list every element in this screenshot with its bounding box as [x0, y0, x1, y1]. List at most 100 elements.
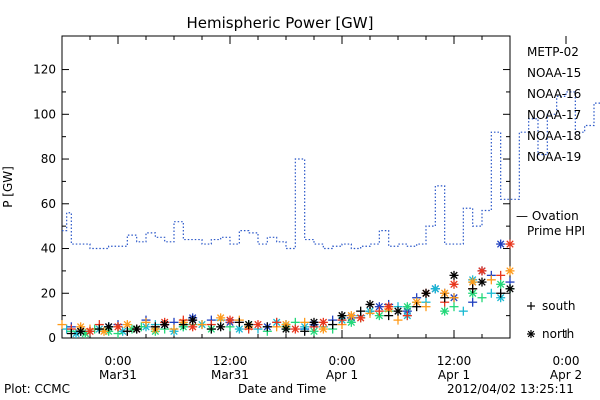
legend-item-noaa-15: NOAA-15 [527, 66, 581, 80]
marker-noaa-19-south [496, 270, 506, 280]
marker-metp-02-north [244, 320, 254, 330]
marker-noaa-15-north [496, 239, 506, 249]
marker-noaa-16-south [458, 306, 468, 316]
marker-noaa-18-north [346, 311, 356, 321]
marker-noaa-19-north [253, 320, 263, 330]
marker-noaa-19-north [188, 322, 198, 332]
marker-noaa-17-north [440, 306, 450, 316]
marker-metp-02-north [216, 322, 226, 332]
marker-noaa-18-south [197, 320, 207, 330]
y-tick-label: 20 [41, 286, 56, 300]
x-tick-label-date: Mar31 [211, 368, 249, 382]
marker-noaa-18-south [300, 317, 310, 327]
timestamp: 2012/04/02 13:25:11 [447, 382, 574, 396]
marker-metp-02-south [234, 317, 244, 327]
marker-noaa-19-north [290, 324, 300, 334]
x-tick-label-date: Apr 2 [550, 368, 582, 382]
marker-noaa-17-north [496, 279, 506, 289]
marker-metp-02-north [281, 324, 291, 334]
legend-item-noaa-18: NOAA-18 [527, 129, 581, 143]
legend-symbol-label: south [542, 299, 576, 313]
x-axis-label: Date and Time [238, 382, 327, 396]
marker-noaa-19-north [449, 279, 459, 289]
marker-metp-02-south [94, 324, 104, 334]
marker-metp-02-north [477, 277, 487, 287]
marker-noaa-19-north [505, 239, 515, 249]
marker-noaa-16-north [430, 284, 440, 294]
marker-metp-02-north [393, 306, 403, 316]
y-axis: 0 20 40 60 80 100 120 [33, 63, 510, 345]
marker-metp-02-north [76, 326, 86, 336]
marker-noaa-19-south [374, 306, 384, 316]
marker-metp-02-north [337, 311, 347, 321]
ovation-prime-line [62, 91, 600, 250]
marker-metp-02-south [262, 322, 272, 332]
marker-noaa-17-north [402, 302, 412, 312]
y-tick-label: 100 [33, 107, 56, 121]
x-tick-label-date: Apr 1 [438, 368, 470, 382]
legend-ovation-line1: — Ovation [516, 209, 579, 223]
marker-metp-02-south [300, 326, 310, 336]
marker-metp-02-north [132, 324, 142, 334]
legend-item-noaa-16: NOAA-16 [527, 87, 581, 101]
satellite-markers [57, 239, 515, 339]
marker-metp-02-north [309, 317, 319, 327]
marker-metp-02-south [150, 322, 160, 332]
marker-metp-02-north [449, 270, 459, 280]
marker-noaa-19-north [113, 322, 123, 332]
legend-symbol-north: north [527, 327, 574, 341]
ovation-prime-series [62, 91, 600, 250]
marker-metp-02-south [468, 284, 478, 294]
legend-item-noaa-17: NOAA-17 [527, 108, 581, 122]
marker-noaa-15-south [468, 297, 478, 307]
x-tick-label-time: 0:00 [553, 354, 580, 368]
marker-metp-02-north [421, 288, 431, 298]
legend-symbol-south: south [527, 299, 576, 313]
y-tick-label: 60 [41, 197, 56, 211]
marker-noaa-19-north [85, 326, 95, 336]
marker-metp-02-south [496, 288, 506, 298]
marker-metp-02-south [122, 326, 132, 336]
marker-metp-02-south [178, 320, 188, 330]
marker-noaa-18-south [449, 293, 459, 303]
marker-metp-02-north [160, 320, 170, 330]
chart-title: Hemispheric Power [GW] [187, 14, 374, 32]
marker-metp-02-south [66, 329, 76, 339]
marker-noaa-18-north [505, 266, 515, 276]
x-tick-label-time: 12:00 [213, 354, 248, 368]
marker-metp-02-south [412, 302, 422, 312]
y-axis-label: P [GW] [1, 166, 15, 208]
marker-noaa-18-south [365, 308, 375, 318]
marker-noaa-18-south [141, 317, 151, 327]
marker-noaa-17-south [449, 302, 459, 312]
y-tick-label: 40 [41, 242, 56, 256]
marker-noaa-18-north [216, 313, 226, 323]
x-tick-label-date: Mar31 [99, 368, 137, 382]
marker-noaa-18-south [169, 324, 179, 334]
marker-metp-02-north [188, 315, 198, 325]
legend-ovation-line2: Prime HPI [527, 224, 585, 238]
plot-credit: Plot: CCMC [4, 382, 70, 396]
marker-noaa-16-south [486, 288, 496, 298]
marker-noaa-19-north [225, 315, 235, 325]
x-tick-label-time: 12:00 [437, 354, 472, 368]
marker-metp-02-north [104, 322, 114, 332]
x-tick-label-time: 0:00 [329, 354, 356, 368]
marker-noaa-18-south [57, 320, 67, 330]
marker-noaa-19-north [384, 302, 394, 312]
x-tick-label-time: 0:00 [105, 354, 132, 368]
marker-metp-02-south [328, 320, 338, 330]
marker-noaa-19-south [402, 311, 412, 321]
marker-noaa-18-south [393, 315, 403, 325]
x-tick-label-date: Apr 1 [326, 368, 358, 382]
y-tick-label: 80 [41, 152, 56, 166]
marker-noaa-18-north [468, 277, 478, 287]
legend: METP-02 NOAA-15 NOAA-16 NOAA-17 NOAA-18 NOAA-… [516, 45, 585, 341]
y-tick-label: 120 [33, 63, 56, 77]
marker-metp-02-south [356, 306, 366, 316]
marker-metp-02-north [505, 284, 515, 294]
marker-metp-02-south [384, 311, 394, 321]
marker-metp-02-south [206, 324, 216, 334]
